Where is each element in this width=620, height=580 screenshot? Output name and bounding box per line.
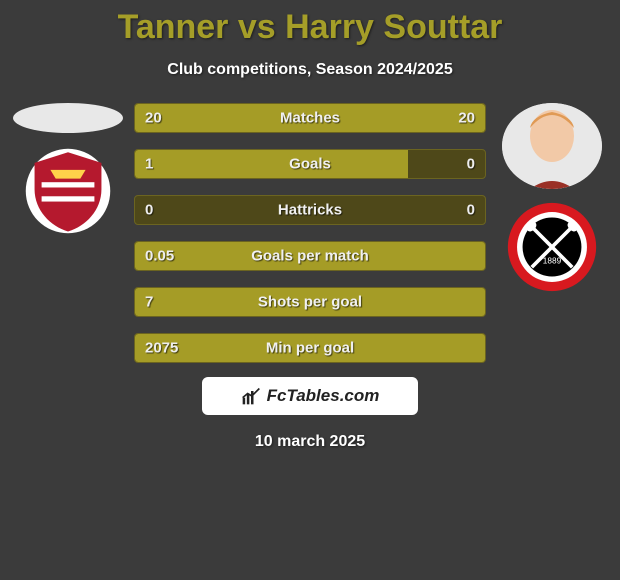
stat-value-left: 0 xyxy=(145,202,153,219)
stats-bars: 20 Matches 20 1 Goals 0 0 Hattricks 0 0.05 Goals p… xyxy=(128,103,492,363)
stat-label: Matches xyxy=(280,110,340,127)
right-side: 1889 xyxy=(492,103,612,363)
stat-value-left: 2075 xyxy=(145,340,178,357)
stat-row: 0 Hattricks 0 xyxy=(134,195,486,225)
stat-value-right: 0 xyxy=(467,156,475,173)
club-crest-left xyxy=(22,145,114,237)
left-side xyxy=(8,103,128,363)
stat-fill-left xyxy=(135,150,408,178)
player-avatar-right xyxy=(502,103,602,189)
stat-value-left: 7 xyxy=(145,294,153,311)
stat-row: 2075 Min per goal xyxy=(134,333,486,363)
stat-label: Shots per goal xyxy=(258,294,362,311)
stat-row: 1 Goals 0 xyxy=(134,149,486,179)
player-avatar-left xyxy=(13,103,123,133)
comparison-main: 20 Matches 20 1 Goals 0 0 Hattricks 0 0.05 Goals p… xyxy=(0,103,620,363)
page-title: Tanner vs Harry Souttar xyxy=(0,0,620,47)
stat-row: 20 Matches 20 xyxy=(134,103,486,133)
stat-row: 7 Shots per goal xyxy=(134,287,486,317)
stat-label: Hattricks xyxy=(278,202,342,219)
page-subtitle: Club competitions, Season 2024/2025 xyxy=(0,61,620,79)
svg-text:1889: 1889 xyxy=(543,257,562,266)
stat-label: Min per goal xyxy=(266,340,354,357)
branding-icon xyxy=(241,386,261,406)
branding-text: FcTables.com xyxy=(267,386,380,406)
stat-value-right: 0 xyxy=(467,202,475,219)
branding-badge: FcTables.com xyxy=(202,377,418,415)
stat-value-left: 1 xyxy=(145,156,153,173)
stat-value-left: 20 xyxy=(145,110,162,127)
avatar-right-icon xyxy=(502,103,602,189)
club-crest-right: 1889 xyxy=(506,201,598,293)
stat-value-left: 0.05 xyxy=(145,248,174,265)
stat-row: 0.05 Goals per match xyxy=(134,241,486,271)
crest-left-icon xyxy=(24,147,112,235)
crest-right-icon: 1889 xyxy=(506,201,598,293)
stat-value-right: 20 xyxy=(458,110,475,127)
stat-label: Goals xyxy=(289,156,331,173)
stat-label: Goals per match xyxy=(251,248,369,265)
footer-date: 10 march 2025 xyxy=(0,433,620,451)
